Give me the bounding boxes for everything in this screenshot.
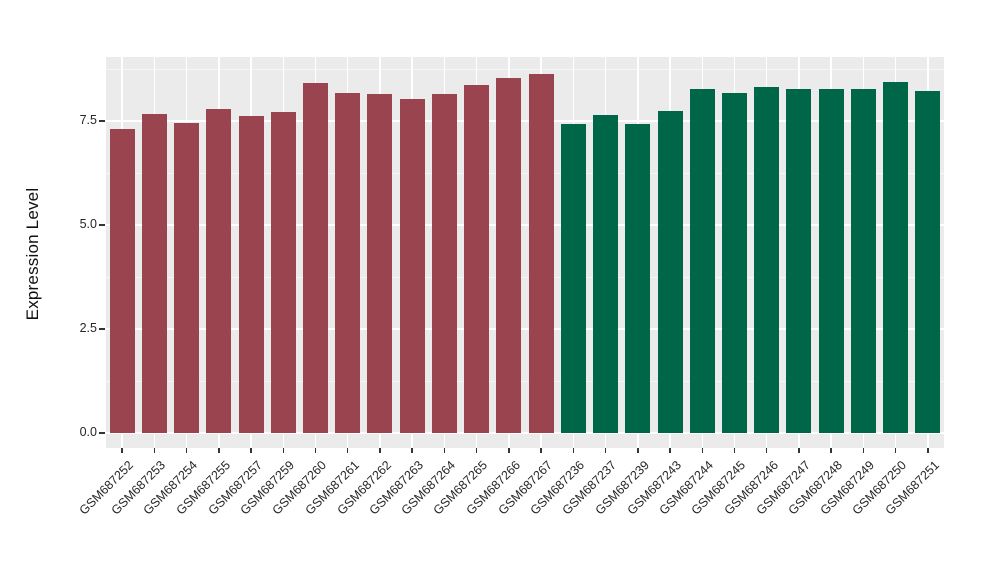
x-tick [443,448,446,453]
x-tick [475,448,478,453]
x-tick [604,448,607,453]
bar-GSM687266 [496,78,522,433]
bar-GSM687252 [109,128,135,433]
y-tick-label: 5.0 [79,217,97,231]
bar-GSM687236 [560,124,586,433]
x-tick [314,448,317,453]
x-tick [411,448,413,453]
gridline-major [106,432,944,434]
gridline-major [106,328,944,330]
y-tick-label: 2.5 [79,321,97,335]
bar-GSM687255 [206,109,232,433]
x-tick [733,448,736,453]
x-tick [765,448,768,453]
x-tick [346,448,349,453]
x-tick [862,448,865,453]
bar-GSM687244 [689,89,715,433]
x-tick [282,448,285,453]
bar-GSM687243 [657,110,683,433]
plot-panel [106,57,944,448]
y-tick-label: 7.5 [79,113,97,127]
x-tick [927,448,929,453]
bar-GSM687247 [786,89,812,433]
bar-GSM687262 [367,94,393,433]
bar-GSM687254 [174,122,200,433]
bar-GSM687248 [818,88,844,433]
x-tick [508,448,510,453]
bar-GSM687237 [593,115,619,433]
x-tick [218,448,220,453]
bar-GSM687263 [399,98,425,433]
x-tick [379,448,381,453]
x-tick [798,448,800,453]
x-tick [637,448,639,453]
bar-GSM687253 [141,113,167,433]
bar-GSM687249 [850,88,876,433]
bar-GSM687239 [625,124,651,433]
x-tick [153,448,156,453]
bar-GSM687251 [915,90,941,433]
y-tick [99,224,105,226]
x-tick [572,448,575,453]
bar-GSM687261 [335,93,361,433]
x-tick [894,448,897,453]
x-tick [540,448,542,453]
y-tick [99,432,105,434]
x-tick [185,448,188,453]
bar-GSM687250 [883,81,909,433]
bar-GSM687259 [270,112,296,433]
bar-GSM687260 [303,83,328,433]
bar-GSM687245 [722,93,747,433]
gridline-minor [106,276,944,278]
gridline-minor [106,380,944,382]
bar-GSM687267 [528,74,554,433]
x-tick [830,448,832,453]
x-tick [701,448,704,453]
y-tick-label: 0.0 [79,425,97,439]
x-tick [121,448,123,453]
gridline-minor [106,68,944,70]
y-tick [99,120,105,122]
bar-GSM687257 [238,116,264,433]
x-tick [250,448,252,453]
y-tick [99,328,105,330]
bar-GSM687246 [754,87,780,433]
bar-GSM687264 [431,93,457,433]
gridline-major [106,120,944,122]
x-tick [669,448,671,453]
gridline-minor [106,172,944,174]
gridline-major [106,224,944,226]
bar-GSM687265 [464,84,490,433]
